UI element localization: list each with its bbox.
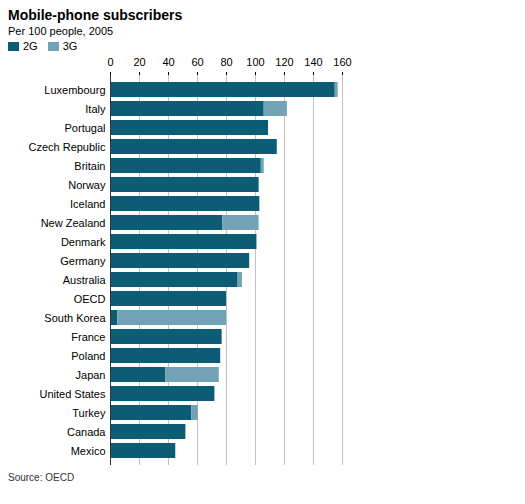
svg-text:Britain: Britain [74,160,105,172]
html-text:3G: 3G [62,40,78,52]
html-text:Per 100 people, 2005: Per 100 people, 2005 [8,25,114,37]
svg-text:20: 20 [133,56,145,68]
svg-text:160: 160 [333,56,351,68]
svg-text:Poland: Poland [71,350,105,362]
svg-text:OECD: OECD [74,293,106,305]
svg-text:Mexico: Mexico [71,445,106,457]
svg-text:Italy: Italy [85,103,106,115]
svg-text:Turkey: Turkey [72,407,106,419]
svg-text:140: 140 [304,56,322,68]
svg-text:Canada: Canada [67,426,106,438]
svg-text:Czech Republic: Czech Republic [28,141,106,153]
svg-text:South Korea: South Korea [44,312,106,324]
html-text:2G: 2G [23,40,38,52]
svg-text:100: 100 [246,56,264,68]
svg-text:New Zealand: New Zealand [41,217,106,229]
svg-text:Australia: Australia [63,274,107,286]
svg-text:Luxembourg: Luxembourg [44,84,105,96]
svg-text:60: 60 [191,56,203,68]
svg-text:Japan: Japan [76,369,106,381]
svg-text:40: 40 [162,56,174,68]
html-text:Source: OECD: Source: OECD [8,472,75,483]
svg-text:Germany: Germany [60,255,106,267]
svg-text:Norway: Norway [68,179,106,191]
svg-text:Iceland: Iceland [70,198,105,210]
svg-text:France: France [71,331,105,343]
svg-text:United States: United States [39,388,106,400]
svg-text:0: 0 [107,56,113,68]
svg-text:Portugal: Portugal [65,122,106,134]
html-text:Mobile-phone subscribers: Mobile-phone subscribers [8,7,183,23]
svg-text:80: 80 [220,56,232,68]
svg-text:Denmark: Denmark [61,236,106,248]
svg-text:120: 120 [275,56,293,68]
